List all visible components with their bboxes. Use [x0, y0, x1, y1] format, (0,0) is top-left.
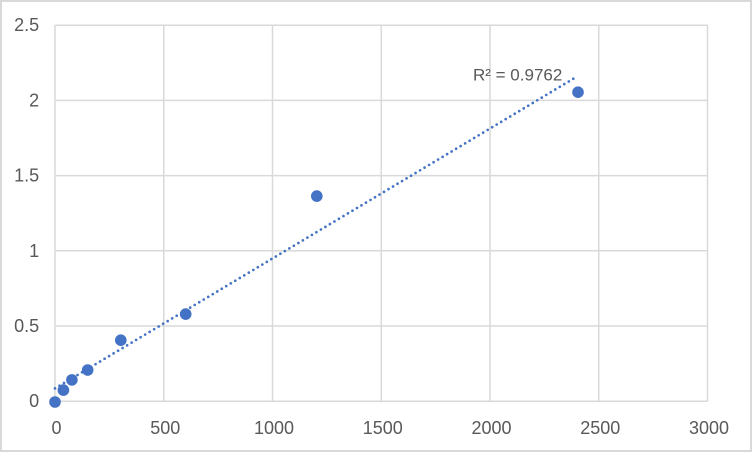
svg-text:0: 0 — [51, 418, 61, 438]
svg-text:R² = 0.9762: R² = 0.9762 — [473, 66, 562, 85]
svg-text:2: 2 — [29, 90, 39, 110]
svg-text:500: 500 — [150, 418, 180, 438]
svg-text:2000: 2000 — [471, 418, 511, 438]
svg-text:2.5: 2.5 — [14, 15, 39, 35]
svg-text:1: 1 — [29, 241, 39, 261]
svg-text:1500: 1500 — [363, 418, 403, 438]
svg-text:0: 0 — [29, 391, 39, 411]
svg-text:3000: 3000 — [689, 418, 729, 438]
svg-text:2500: 2500 — [580, 418, 620, 438]
svg-text:1.5: 1.5 — [14, 166, 39, 186]
svg-text:1000: 1000 — [254, 418, 294, 438]
svg-text:0.5: 0.5 — [14, 316, 39, 336]
